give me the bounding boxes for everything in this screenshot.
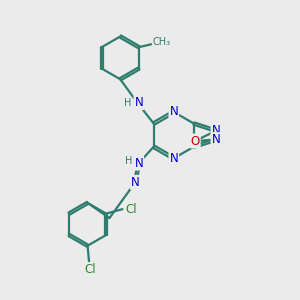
Text: N: N	[169, 106, 178, 118]
Text: N: N	[169, 152, 178, 165]
Text: N: N	[212, 124, 220, 137]
Text: CH₃: CH₃	[153, 37, 171, 47]
Text: H: H	[124, 98, 131, 108]
Text: O: O	[190, 134, 200, 148]
Text: Cl: Cl	[85, 263, 96, 276]
Text: N: N	[131, 176, 140, 189]
Text: H: H	[125, 156, 132, 166]
Text: N: N	[134, 157, 143, 169]
Text: Cl: Cl	[125, 202, 136, 216]
Text: N: N	[134, 96, 143, 109]
Text: N: N	[212, 133, 220, 146]
